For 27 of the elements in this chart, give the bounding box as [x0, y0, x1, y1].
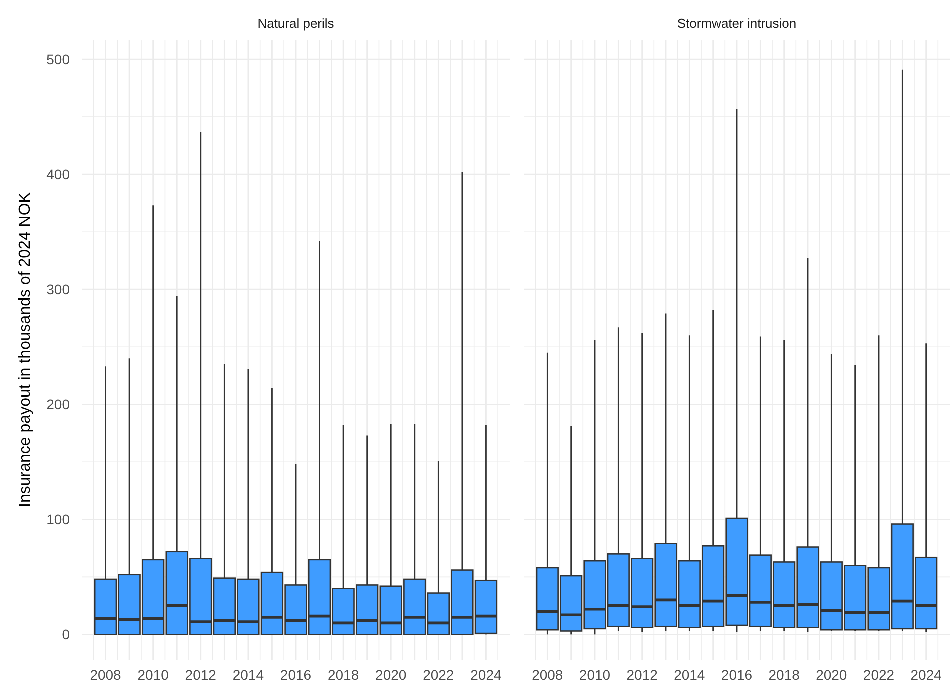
x-tick-label: 2008 — [90, 667, 122, 683]
y-axis-title: Insurance payout in thousands of 2024 NOK — [17, 192, 34, 508]
x-tick-label: 2014 — [674, 667, 706, 683]
y-tick-label: 100 — [46, 512, 70, 528]
y-tick-label: 0 — [62, 626, 70, 643]
x-tick-label: 2022 — [423, 667, 454, 683]
x-tick-label: 2020 — [816, 667, 848, 683]
x-tick-label: 2010 — [579, 667, 611, 683]
chart-title: Stormwater intrusion — [677, 16, 797, 31]
x-tick-label: 2024 — [910, 667, 942, 683]
y-tick-label: 200 — [46, 396, 70, 413]
x-tick-label: 2018 — [328, 667, 360, 683]
x-tick-label: 2016 — [280, 667, 312, 683]
x-tick-label: 2020 — [376, 667, 407, 683]
x-tick-label: 2022 — [863, 667, 895, 683]
y-tick-label: 500 — [46, 51, 70, 68]
x-tick-label: 2012 — [626, 667, 658, 683]
y-tick-label: 300 — [46, 282, 70, 298]
y-tick-label: 400 — [46, 166, 70, 182]
x-tick-label: 2018 — [768, 667, 800, 683]
x-tick-label: 2012 — [185, 667, 217, 683]
x-tick-label: 2016 — [721, 667, 753, 683]
x-tick-label: 2008 — [532, 667, 564, 683]
x-tick-label: 2014 — [232, 667, 264, 683]
x-tick-label: 2024 — [470, 667, 502, 683]
x-tick-label: 2010 — [138, 667, 170, 683]
chart-title: Natural perils — [258, 16, 335, 31]
